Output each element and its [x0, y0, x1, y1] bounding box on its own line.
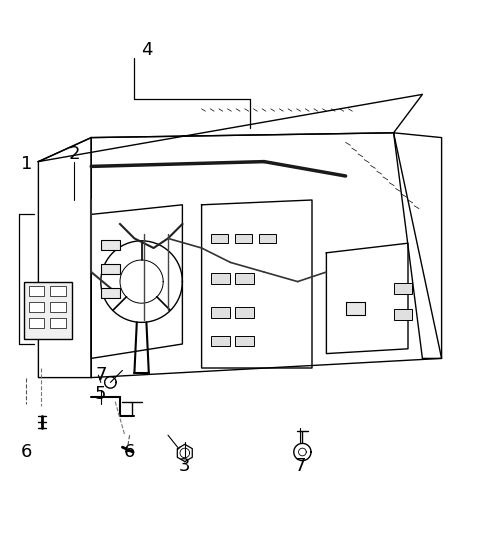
Bar — [101, 288, 120, 299]
Bar — [24, 282, 72, 339]
Bar — [235, 274, 254, 284]
Bar — [235, 336, 254, 347]
Text: 2: 2 — [69, 145, 80, 163]
Bar — [211, 307, 230, 318]
Bar — [29, 302, 44, 312]
Bar — [101, 264, 120, 274]
Bar — [259, 233, 276, 243]
Text: 3: 3 — [179, 458, 191, 475]
Bar — [394, 310, 412, 320]
Text: 7: 7 — [294, 458, 306, 475]
Bar — [211, 274, 230, 284]
Text: 5: 5 — [95, 385, 107, 404]
Bar — [50, 318, 66, 327]
Text: 7: 7 — [95, 366, 107, 384]
Text: 4: 4 — [141, 41, 152, 59]
Bar — [211, 233, 228, 243]
Bar — [235, 233, 252, 243]
Bar — [235, 307, 254, 318]
Text: 6: 6 — [21, 443, 32, 461]
Bar — [346, 302, 365, 315]
Bar — [50, 286, 66, 296]
Bar — [394, 283, 412, 294]
Bar — [29, 318, 44, 327]
Text: 1: 1 — [21, 155, 32, 173]
Bar — [29, 286, 44, 296]
Text: 6: 6 — [124, 443, 135, 461]
Bar — [211, 336, 230, 347]
Bar — [50, 302, 66, 312]
Bar — [101, 240, 120, 250]
